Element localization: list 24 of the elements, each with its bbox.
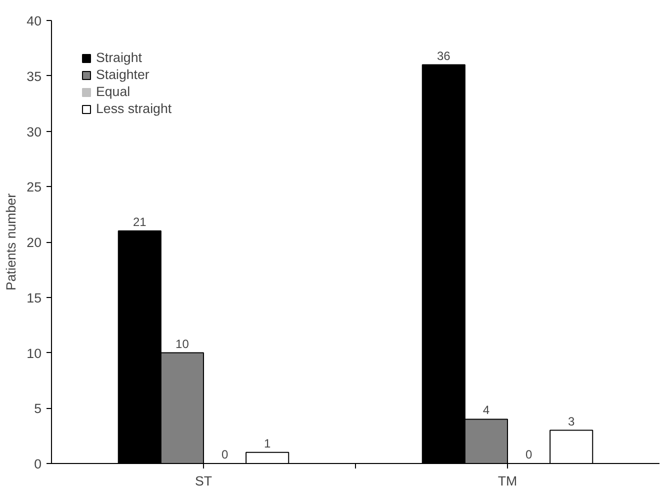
- y-tick-label: 30: [26, 124, 42, 140]
- data-label: 4: [482, 403, 490, 418]
- legend-label: Less straight: [96, 101, 172, 116]
- y-tick-label: 10: [26, 346, 42, 361]
- y-tick-label: 25: [26, 180, 42, 195]
- data-label: 10: [176, 336, 190, 351]
- y-tick-label: 40: [26, 14, 42, 28]
- data-label: 3: [568, 414, 576, 428]
- data-label: 0: [525, 448, 532, 462]
- y-axis-title: Patients number: [4, 192, 19, 291]
- x-tick-label: ST: [194, 474, 212, 488]
- data-label: 36: [436, 48, 451, 63]
- legend-label: Equal: [96, 84, 130, 99]
- y-tick-label: 15: [26, 290, 42, 306]
- legend-label: Staighter: [96, 67, 150, 82]
- x-tick-label: TM: [498, 474, 518, 488]
- data-label: 21: [132, 214, 147, 229]
- data-label: 1: [264, 436, 272, 450]
- y-tick-label: 5: [34, 401, 42, 416]
- legend-label: Straight: [96, 50, 142, 65]
- y-tick-label: 35: [26, 68, 42, 84]
- data-label: 0: [221, 448, 228, 462]
- y-tick-label: 0: [34, 456, 42, 472]
- y-tick-label: 20: [26, 235, 42, 250]
